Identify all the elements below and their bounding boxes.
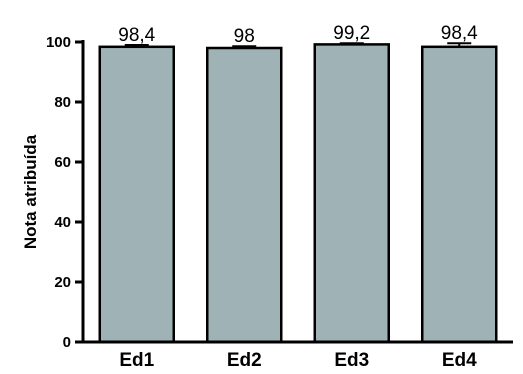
- bar: [421, 45, 498, 344]
- error-bars-group: [124, 42, 472, 48]
- bars-group: [98, 43, 498, 344]
- x-tick-label: Ed3: [334, 350, 369, 371]
- data-labels-group: 98,4 98 99,2 98,4: [118, 23, 478, 47]
- bar: [206, 46, 283, 344]
- x-labels-group: Ed1 Ed2 Ed3 Ed4: [119, 350, 477, 371]
- data-label: 98,4: [118, 25, 155, 46]
- bar: [98, 45, 175, 344]
- x-tick-label: Ed1: [119, 350, 154, 371]
- y-tick-label: 80: [54, 94, 71, 111]
- y-tick-label: 40: [54, 214, 71, 231]
- y-tick-label: 20: [54, 274, 71, 291]
- data-label: 98,4: [441, 23, 478, 44]
- y-tick-label: 0: [63, 334, 71, 351]
- data-label: 99,2: [333, 23, 370, 44]
- x-tick-label: Ed2: [227, 350, 262, 371]
- y-axis-title: Nota atribuída: [21, 134, 40, 249]
- y-tick-label: 60: [54, 154, 71, 171]
- x-tick-label: Ed4: [442, 350, 477, 371]
- bar: [313, 43, 390, 344]
- data-label: 98: [234, 26, 255, 47]
- y-ticks-group: 0 20 40 60 80 100: [46, 34, 83, 351]
- y-tick-label: 100: [46, 34, 71, 51]
